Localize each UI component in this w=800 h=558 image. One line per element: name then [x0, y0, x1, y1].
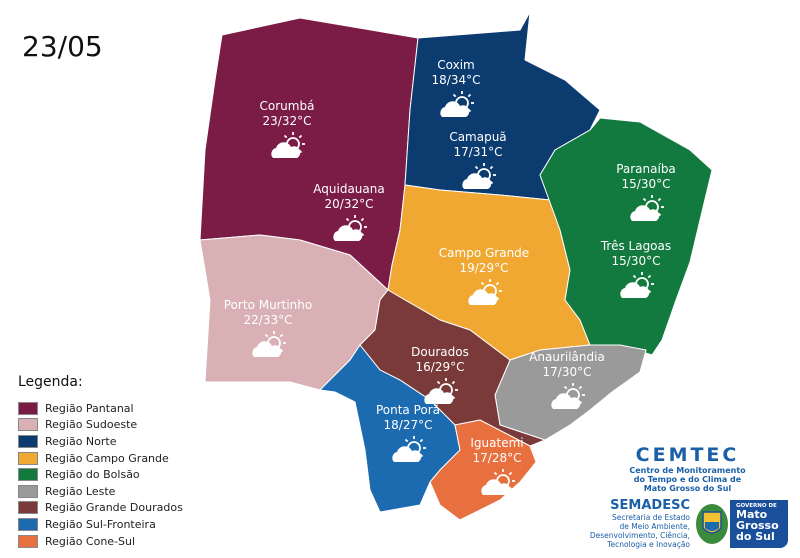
semadesc-line: de Meio Ambiente, — [619, 522, 691, 531]
sun-cloud-icon — [333, 215, 367, 241]
legend-swatch — [18, 534, 38, 548]
city-name: Corumbá — [260, 99, 315, 113]
city-name: Aquidauana — [313, 182, 384, 196]
governo-small: GOVERNO DE — [736, 503, 777, 509]
region-cone-sul — [429, 419, 537, 521]
legend-label: Região Leste — [45, 484, 116, 498]
sun-cloud-icon — [440, 91, 474, 117]
sun-cloud-icon — [392, 436, 426, 462]
legend-swatch — [18, 401, 38, 415]
legend-item: Região Sul-Fronteira — [18, 516, 183, 533]
city-name: Dourados — [411, 345, 469, 359]
city-name: Paranaíba — [616, 162, 676, 176]
sun-cloud-icon — [551, 383, 585, 409]
sun-cloud-icon — [620, 272, 654, 298]
sun-cloud-icon — [481, 469, 515, 495]
city-temp: 15/30°C — [612, 254, 661, 268]
legend-item: Região Grande Dourados — [18, 500, 183, 517]
legend-label: Região Norte — [45, 434, 117, 448]
city-name: Porto Murtinho — [224, 298, 312, 312]
cemtec-line: Centro de Monitoramento — [629, 466, 746, 475]
legend-item: Região do Bolsão — [18, 466, 183, 483]
legend-label: Região Cone-Sul — [45, 534, 136, 548]
semadesc-line: Secretaria de Estado — [611, 513, 690, 522]
city-temp: 23/32°C — [263, 114, 312, 128]
sun-cloud-icon — [271, 132, 305, 158]
legend-item: Região Leste — [18, 483, 183, 500]
legend-swatch — [18, 451, 38, 465]
city-name: Anaurilândia — [529, 350, 605, 364]
city-temp: 18/27°C — [384, 418, 433, 432]
city-temp: 19/29°C — [460, 261, 509, 275]
legend-label: Região Grande Dourados — [45, 501, 183, 515]
cemtec-line: Mato Grosso do Sul — [643, 484, 732, 493]
legend-label: Região do Bolsão — [45, 468, 140, 482]
city-temp: 17/30°C — [543, 365, 592, 379]
legend-item: Região Cone-Sul — [18, 533, 183, 550]
region-sul-fronteira — [318, 344, 461, 513]
legend-swatch — [18, 468, 38, 482]
city-temp: 15/30°C — [622, 177, 671, 191]
legend-swatch — [18, 501, 38, 515]
city-name: Campo Grande — [439, 246, 529, 260]
governo-line: Mato — [736, 508, 768, 521]
semadesc-name: SEMADESC — [610, 498, 690, 513]
legend-swatch — [18, 517, 38, 531]
city-name: Ponta Porã — [376, 403, 440, 417]
city-temp: 17/31°C — [454, 145, 503, 159]
governo-line: Grosso — [736, 519, 779, 532]
legend-label: Região Campo Grande — [45, 451, 169, 465]
semadesc-logo: SEMADESC Secretaria de Estado de Meio Am… — [588, 498, 690, 549]
legend-item: Região Sudoeste — [18, 417, 183, 434]
forecast-date: 23/05 — [22, 30, 103, 63]
legend: Legenda: Região Pantanal Região Sudoeste R… — [18, 374, 183, 549]
legend-swatch — [18, 484, 38, 498]
governo-line: do Sul — [736, 530, 775, 543]
city-name: Iguatemi — [470, 436, 523, 450]
sun-cloud-icon — [630, 195, 664, 221]
legend-label: Região Pantanal — [45, 401, 134, 415]
city-temp: 22/33°C — [244, 313, 293, 327]
region-bolsao — [539, 117, 713, 356]
city-temp: 17/28°C — [473, 451, 522, 465]
legend-item: Região Pantanal — [18, 400, 183, 417]
city-name: Camapuã — [449, 130, 506, 144]
legend-item: Região Campo Grande — [18, 450, 183, 467]
cemtec-line: do Tempo e do Clima de — [633, 475, 742, 484]
sun-cloud-icon — [252, 331, 286, 357]
sun-cloud-icon — [462, 163, 496, 189]
state-seal-icon — [696, 504, 728, 544]
legend-swatch — [18, 418, 38, 432]
sun-cloud-icon — [468, 279, 502, 305]
legend-label: Região Sul-Fronteira — [45, 517, 156, 531]
legend-swatch — [18, 434, 38, 448]
legend-title: Legenda: — [18, 374, 83, 390]
semadesc-line: Desenvolvimento, Ciência, — [589, 531, 690, 540]
city-temp: 20/32°C — [325, 197, 374, 211]
city-temp: 16/29°C — [416, 360, 465, 374]
governo-ms-logo: GOVERNO DE Mato Grosso do Sul — [730, 500, 788, 548]
legend-item: Região Norte — [18, 433, 183, 450]
city-name: Coxim — [437, 58, 474, 72]
semadesc-line: Tecnologia e Inovação — [607, 540, 690, 549]
cemtec-name: CEMTEC — [635, 444, 740, 466]
city-name: Três Lagoas — [600, 239, 671, 253]
sun-cloud-icon — [424, 378, 458, 404]
legend-label: Região Sudoeste — [45, 418, 138, 432]
city-temp: 18/34°C — [432, 73, 481, 87]
cemtec-logo: CEMTEC Centro de Monitoramento do Tempo … — [620, 444, 755, 493]
